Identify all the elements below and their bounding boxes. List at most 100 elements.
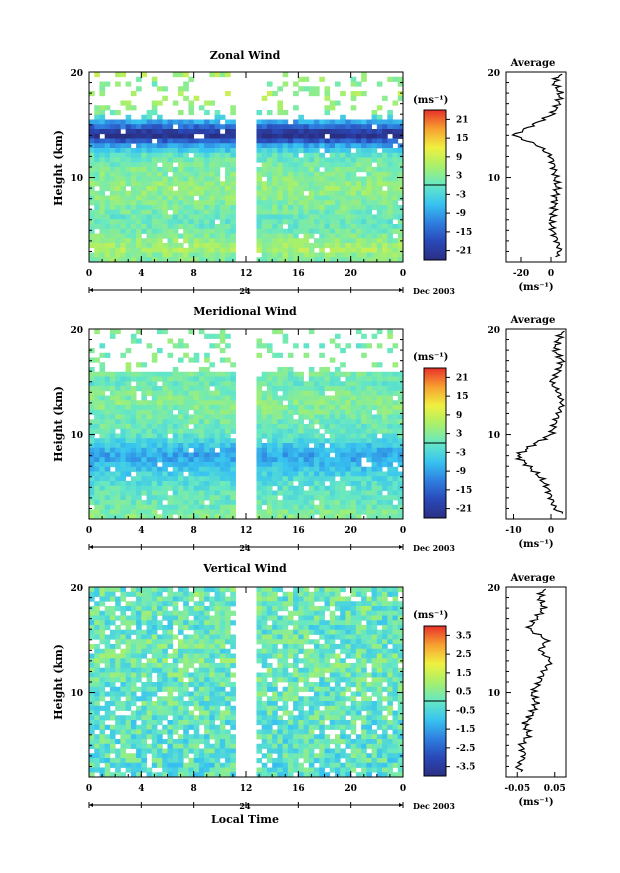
meridional-heatmap-cell bbox=[146, 500, 153, 506]
meridional-heatmap-cell bbox=[162, 452, 168, 458]
meridional-heatmap-cell bbox=[387, 386, 393, 392]
vertical-heatmap-cell bbox=[350, 625, 357, 631]
meridional-heatmap-cell bbox=[282, 367, 289, 373]
vertical-heatmap-cell bbox=[277, 596, 284, 602]
meridional-heatmap-cell bbox=[94, 390, 100, 396]
meridional-heatmap-cell bbox=[109, 476, 116, 482]
meridional-heatmap-cell bbox=[120, 471, 127, 477]
meridional-heatmap-cell bbox=[115, 485, 121, 491]
vertical-heatmap-cell bbox=[277, 667, 284, 673]
vertical-heatmap-cell bbox=[115, 677, 121, 683]
zonal-heatmap-cell bbox=[125, 152, 132, 158]
meridional-heatmap-cell bbox=[366, 438, 372, 444]
meridional-heatmap-cell bbox=[167, 352, 174, 358]
meridional-heatmap-cell bbox=[167, 371, 174, 377]
vertical-heatmap-cell bbox=[167, 686, 174, 692]
meridional-heatmap-cell bbox=[272, 433, 278, 439]
zonal-heatmap-cell bbox=[94, 233, 100, 239]
meridional-heatmap-cell bbox=[183, 457, 189, 463]
meridional-heatmap-cell bbox=[94, 405, 100, 411]
meridional-heatmap-cell bbox=[303, 352, 310, 358]
zonal-heatmap-cell bbox=[99, 105, 106, 111]
zonal-heatmap-cell bbox=[282, 133, 289, 139]
zonal-heatmap-cell bbox=[266, 176, 273, 182]
meridional-heatmap-cell bbox=[172, 433, 179, 439]
zonal-heatmap-cell bbox=[293, 129, 299, 135]
meridional-heatmap-cell bbox=[355, 433, 362, 439]
meridional-heatmap-cell bbox=[99, 367, 106, 373]
meridional-heatmap-cell bbox=[371, 424, 378, 430]
meridional-heatmap-cell bbox=[266, 500, 273, 506]
zonal-heatmap-cell bbox=[340, 138, 346, 144]
zonal-heatmap-cell bbox=[219, 233, 226, 239]
zonal-heatmap-cell bbox=[303, 129, 310, 135]
zonal-heatmap-cell bbox=[272, 143, 278, 149]
zonal-heatmap-cell bbox=[266, 162, 273, 168]
zonal-heatmap-cell bbox=[366, 133, 372, 139]
meridional-heatmap-cell bbox=[371, 466, 378, 472]
meridional-heatmap-cell bbox=[277, 414, 284, 420]
meridional-heatmap-cell bbox=[293, 462, 299, 468]
vertical-heatmap-cell bbox=[387, 606, 393, 612]
meridional-heatmap-cell bbox=[319, 504, 325, 510]
meridional-heatmap-cell bbox=[146, 424, 153, 430]
zonal-heatmap-cell bbox=[183, 257, 189, 263]
zonal-heatmap-cell bbox=[130, 190, 137, 196]
meridional-heatmap-cell bbox=[329, 405, 336, 411]
vertical-heatmap-cell bbox=[188, 653, 195, 659]
vertical-heatmap-cell bbox=[162, 625, 168, 631]
vertical-heatmap-cell bbox=[230, 691, 236, 697]
meridional-heatmap-cell bbox=[225, 466, 231, 472]
meridional-heatmap-cell bbox=[298, 466, 304, 472]
vertical-heatmap-cell bbox=[188, 591, 195, 597]
zonal-heatmap-cell bbox=[157, 181, 163, 187]
vertical-heatmap-cell bbox=[109, 686, 116, 692]
meridional-heatmap-cell bbox=[136, 509, 142, 515]
zonal-heatmap-cell bbox=[277, 228, 284, 234]
meridional-heatmap-cell bbox=[162, 419, 168, 425]
zonal-heatmap-cell bbox=[193, 124, 200, 130]
zonal-heatmap-cell bbox=[361, 176, 367, 182]
zonal-heatmap-cell bbox=[371, 110, 378, 116]
meridional-heatmap-cell bbox=[125, 381, 132, 387]
meridional-heatmap-cell bbox=[319, 509, 325, 515]
zonal-heatmap-cell bbox=[162, 148, 168, 154]
vertical-heatmap-cell bbox=[371, 596, 378, 602]
meridional-heatmap-cell bbox=[366, 481, 372, 487]
zonal-heatmap-cell bbox=[282, 214, 289, 220]
zonal-heatmap-cell bbox=[266, 205, 273, 211]
meridional-heatmap-cell bbox=[355, 514, 362, 520]
vertical-heatmap-cell bbox=[340, 648, 346, 654]
vertical-heatmap-cell bbox=[125, 606, 132, 612]
zonal-heatmap-cell bbox=[319, 247, 325, 253]
zonal-heatmap-cell bbox=[157, 129, 163, 135]
zonal-heatmap-cell bbox=[397, 257, 404, 263]
zonal-heatmap-cell bbox=[214, 152, 221, 158]
meridional-heatmap-cell bbox=[183, 433, 189, 439]
vertical-heatmap-cell bbox=[345, 625, 352, 631]
meridional-heatmap-cell bbox=[282, 428, 289, 434]
zonal-heatmap-cell bbox=[355, 176, 362, 182]
meridional-heatmap-cell bbox=[308, 371, 315, 377]
meridional-heatmap-cell bbox=[397, 428, 404, 434]
zonal-heatmap-cell bbox=[99, 143, 106, 149]
zonal-heatmap-cell bbox=[329, 243, 336, 249]
vertical-heatmap-cell bbox=[157, 591, 163, 597]
meridional-heatmap-cell bbox=[319, 376, 325, 382]
meridional-heatmap-cell bbox=[277, 504, 284, 510]
meridional-heatmap-cell bbox=[277, 424, 284, 430]
meridional-heatmap-cell bbox=[382, 462, 388, 468]
zonal-heatmap-cell bbox=[183, 228, 189, 234]
meridional-heatmap-cell bbox=[298, 390, 304, 396]
meridional-heatmap-cell bbox=[387, 504, 393, 510]
meridional-heatmap-cell bbox=[109, 452, 116, 458]
vertical-heatmap-cell bbox=[204, 606, 210, 612]
vertical-heatmap-cell bbox=[209, 639, 215, 645]
zonal-heatmap-cell bbox=[89, 152, 95, 158]
vertical-heatmap-cell bbox=[89, 682, 95, 688]
meridional-heatmap-cell bbox=[167, 428, 174, 434]
zonal-heatmap-cell bbox=[183, 171, 189, 177]
zonal-heatmap-cell bbox=[109, 238, 116, 244]
zonal-heatmap-cell bbox=[397, 176, 404, 182]
